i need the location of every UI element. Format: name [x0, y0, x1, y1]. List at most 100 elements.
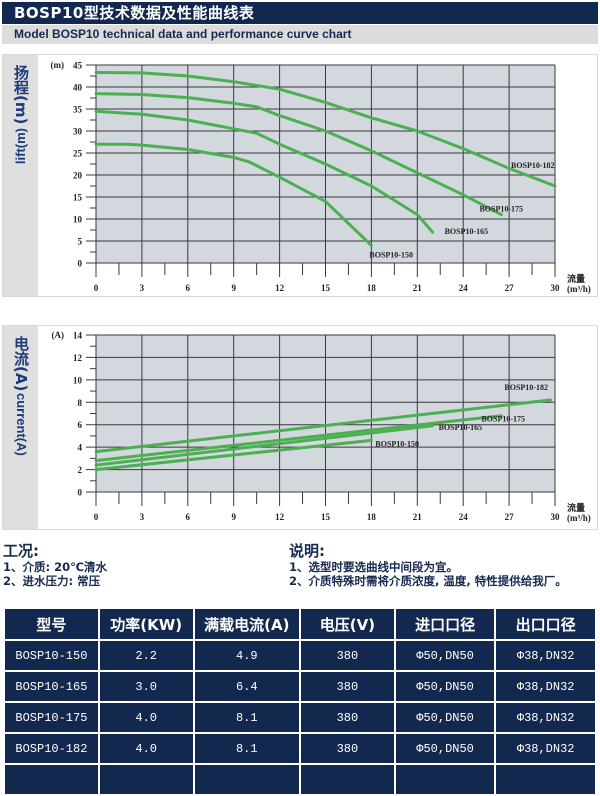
x-tick-label: 24: [459, 283, 469, 293]
conditions-title: 工况:: [3, 542, 39, 560]
header-current: 满载电流(A): [194, 609, 299, 639]
x-tick-label: 6: [186, 512, 191, 522]
x-tick-label: 27: [505, 283, 515, 293]
cell-power: 3.0: [99, 672, 193, 701]
cell-power: 4.0: [99, 703, 193, 732]
y-tick-label: 40: [73, 83, 83, 93]
header-outlet: 出口口径: [496, 609, 595, 639]
table-row: BOSP10-165 3.0 6.4 380 Φ50,DN50 Φ38,DN32: [5, 672, 595, 701]
remarks: 说明: 1、选型时要选曲线中间段为宜。 2、介质特殊时需将介质浓度, 温度, 特…: [289, 542, 567, 589]
series-label: BOSP10-175: [479, 205, 523, 214]
y-unit-label: (m): [51, 60, 65, 70]
cell-model: BOSP10-165: [5, 672, 98, 701]
current-chart-panel: 电流(A) current(A) 0 2 4 6 8 10 12 14 (A) 0 3 6 9 12 15 1…: [2, 325, 598, 530]
x-tick-label: 0: [94, 512, 99, 522]
header-inlet: 进口口径: [395, 609, 495, 639]
series-label: BOSP10-150: [375, 439, 419, 448]
cell-voltage: 380: [300, 703, 394, 732]
current-axis-title-cn: 电流(A): [12, 336, 30, 392]
y-tick-label: 10: [73, 215, 83, 225]
page-subtitle: Model BOSP10 technical data and performa…: [2, 25, 598, 44]
y-tick-label: 10: [73, 375, 83, 385]
series-line: [94, 71, 557, 188]
working-conditions: 工况: 1、介质: 20℃清水 2、进水压力: 常压: [3, 542, 108, 589]
cell-empty: [5, 765, 98, 794]
y-tick-label: 0: [78, 488, 83, 498]
x-tick-label: 30: [551, 283, 561, 293]
y-tick-label: 5: [78, 237, 83, 247]
remark-item: 1、选型时要选曲线中间段为宜。: [289, 560, 458, 574]
y-tick-label: 12: [73, 353, 83, 363]
y-tick-label: 14: [73, 331, 83, 341]
series-label: BOSP10-182: [504, 383, 548, 392]
cell-inlet: Φ50,DN50: [395, 703, 495, 732]
header-power: 功率(KW): [99, 609, 193, 639]
y-tick-label: 15: [73, 193, 83, 203]
x-tick-label: 12: [275, 283, 285, 293]
cell-empty: [300, 765, 394, 794]
cell-voltage: 380: [300, 641, 394, 670]
x-tick-label: 3: [140, 283, 145, 293]
cell-empty: [194, 765, 299, 794]
current-chart-sidebar: 电流(A) current(A): [3, 326, 38, 529]
table-row: BOSP10-175 4.0 8.1 380 Φ50,DN50 Φ38,DN32: [5, 703, 595, 732]
y-tick-label: 20: [73, 171, 83, 181]
x-tick-label: 9: [231, 283, 236, 293]
cell-current: 6.4: [194, 672, 299, 701]
y-tick-label: 45: [73, 61, 83, 71]
table-header-row: 型号 功率(KW) 满载电流(A) 电压(V) 进口口径 出口口径: [5, 609, 595, 639]
series-line: [94, 424, 435, 467]
y-tick-label: 8: [78, 398, 83, 408]
cell-outlet: Φ38,DN32: [496, 672, 595, 701]
condition-item: 1、介质: 20℃清水: [3, 560, 108, 574]
x-tick-label: 0: [94, 283, 99, 293]
cell-inlet: Φ50,DN50: [395, 672, 495, 701]
x-tick-label: 15: [321, 512, 331, 522]
series-label: BOSP10-175: [481, 415, 525, 424]
table-row: BOSP10-182 4.0 8.1 380 Φ50,DN50 Φ38,DN32: [5, 734, 595, 763]
x-axis-unit: (m³/h): [567, 513, 591, 523]
plot-area: 0 5 10 15 20 25 30 35 40 45 (m) 0 3 6 9 12 15 18 21 24 27 30 流…: [51, 60, 591, 294]
y-tick-label: 25: [73, 149, 83, 159]
cell-inlet: Φ50,DN50: [395, 641, 495, 670]
x-axis-title: 流量: [567, 273, 585, 284]
series-line: [94, 92, 503, 217]
y-tick-label: 6: [78, 420, 83, 430]
series-line: [94, 109, 435, 234]
current-axis-title-en: current(A): [14, 393, 29, 457]
cell-current: 4.9: [194, 641, 299, 670]
cell-outlet: Φ38,DN32: [496, 703, 595, 732]
header-voltage: 电压(V): [300, 609, 394, 639]
cell-outlet: Φ38,DN32: [496, 734, 595, 763]
x-tick-label: 30: [551, 512, 561, 522]
cell-power: 4.0: [99, 734, 193, 763]
x-tick-label: 12: [275, 512, 285, 522]
y-tick-label: 2: [78, 465, 83, 475]
series-line: [94, 438, 373, 472]
cell-model: BOSP10-175: [5, 703, 98, 732]
x-tick-label: 24: [459, 512, 469, 522]
header-model: 型号: [5, 609, 98, 639]
x-axis-title: 流量: [567, 502, 585, 513]
cell-empty: [99, 765, 193, 794]
x-tick-label: 9: [231, 512, 236, 522]
x-tick-label: 27: [505, 512, 515, 522]
y-tick-label: 0: [78, 259, 83, 269]
head-axis-title-cn: 扬程(m): [12, 65, 30, 125]
x-tick-label: 3: [140, 512, 145, 522]
cell-model: BOSP10-150: [5, 641, 98, 670]
cell-model: BOSP10-182: [5, 734, 98, 763]
cell-empty: [395, 765, 495, 794]
y-tick-label: 30: [73, 127, 83, 137]
x-tick-label: 21: [413, 283, 423, 293]
x-tick-label: 6: [186, 283, 191, 293]
series-label: BOSP10-165: [445, 227, 489, 236]
head-chart-panel: 扬程(m) lift(m) 0 5 10 15 20 25 30 35 40 45 (m) 0 3 6 9 1…: [2, 54, 598, 297]
y-unit-label: (A): [52, 330, 65, 340]
x-tick-label: 18: [367, 512, 377, 522]
remarks-title: 说明:: [289, 542, 325, 560]
x-axis-unit: (m³/h): [567, 284, 591, 294]
table-row-empty: [5, 765, 595, 794]
